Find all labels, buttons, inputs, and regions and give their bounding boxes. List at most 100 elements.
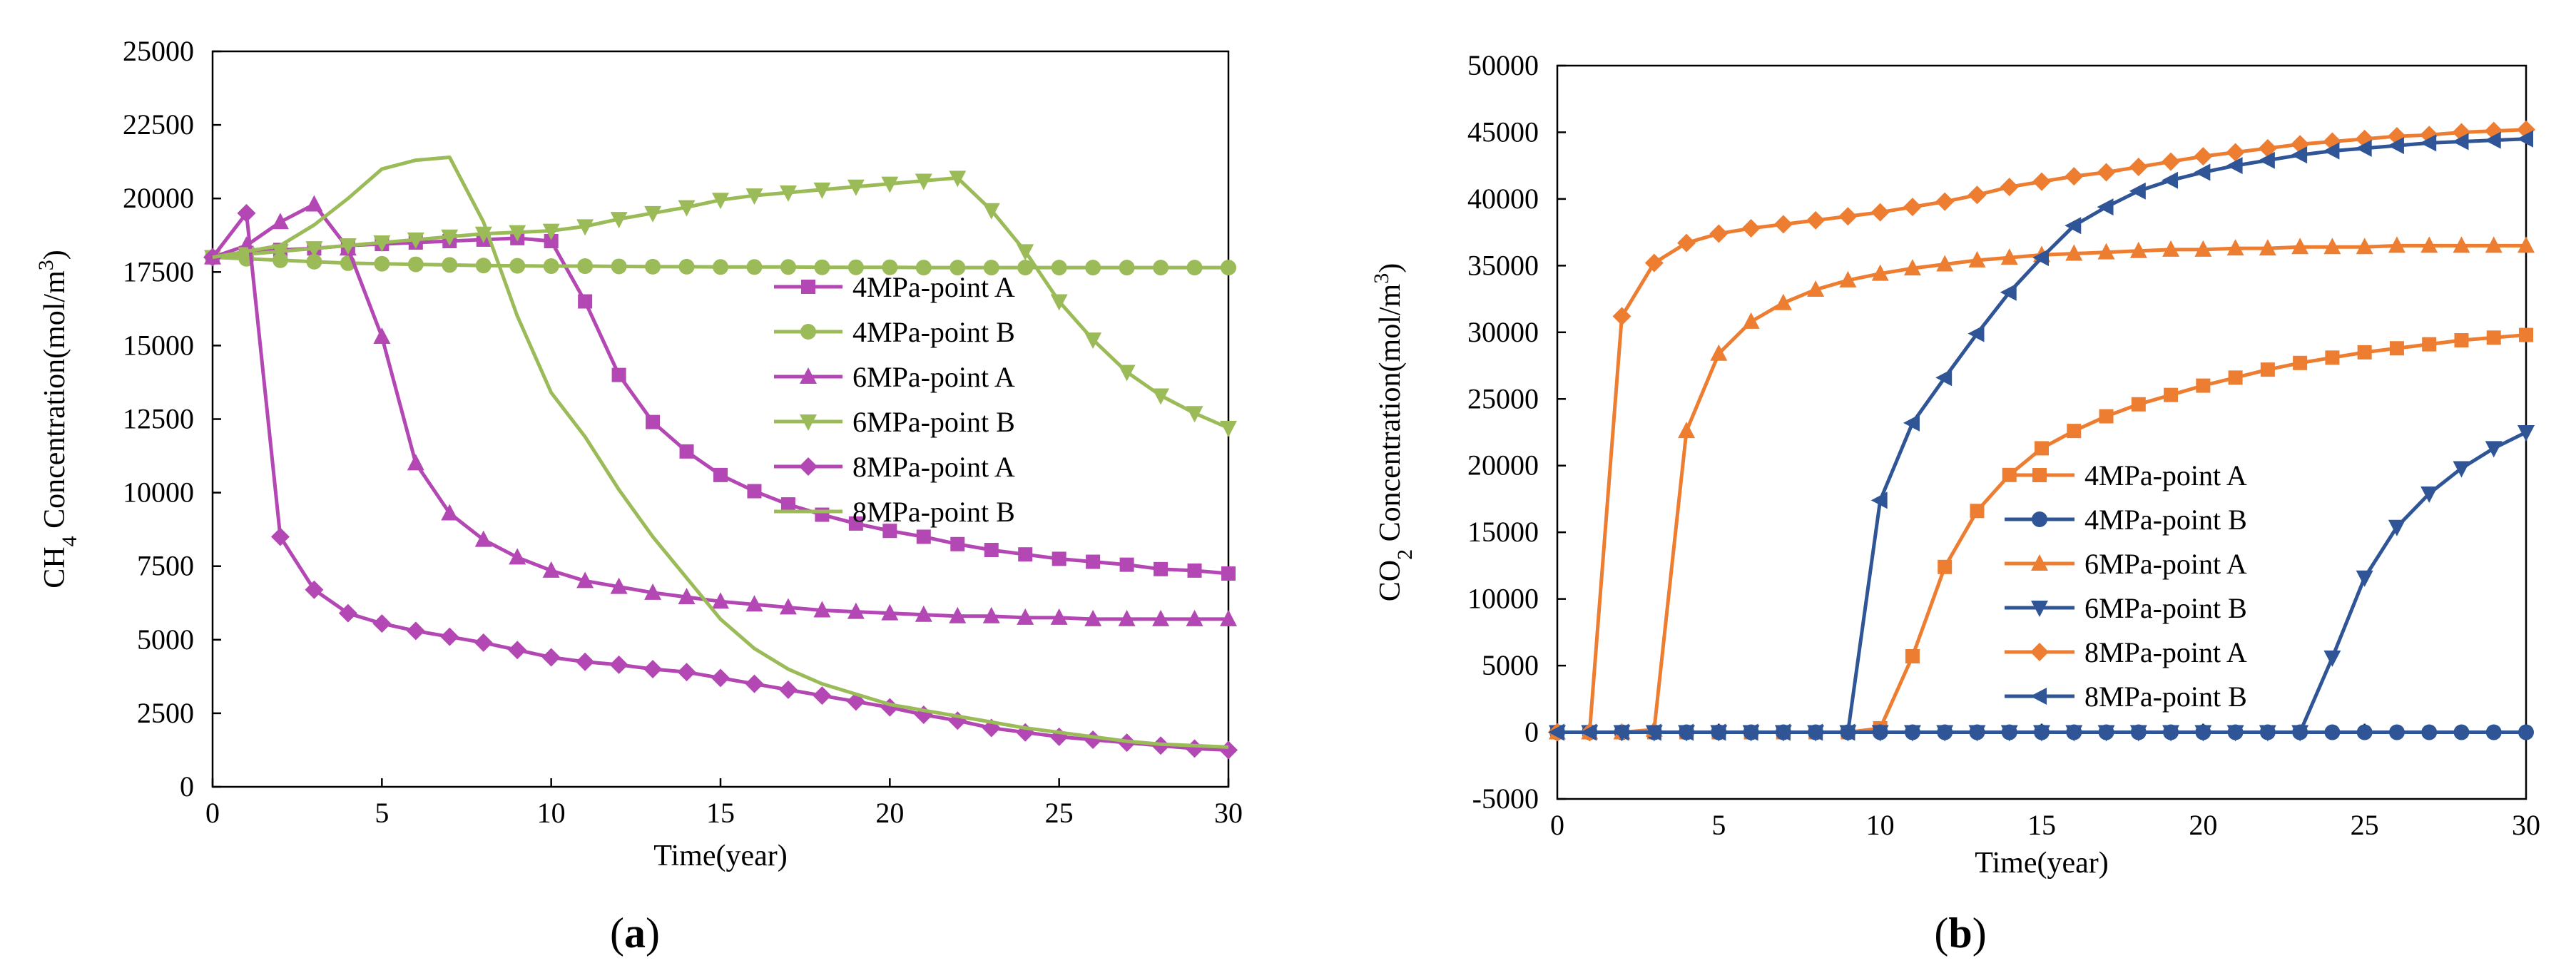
data-point xyxy=(441,504,459,521)
data-point xyxy=(1677,723,1694,741)
legend-label: 6MPa-point A xyxy=(2084,548,2247,580)
legend-swatch-marker xyxy=(800,414,817,431)
x-tick-label: 0 xyxy=(205,797,220,829)
data-point xyxy=(1936,725,1954,742)
data-point xyxy=(984,543,999,558)
data-point xyxy=(1905,649,1920,664)
data-point xyxy=(2356,238,2373,255)
data-point xyxy=(779,185,797,202)
data-point xyxy=(542,223,560,240)
data-point xyxy=(2325,350,2340,365)
data-point xyxy=(1018,547,1033,562)
series-line xyxy=(1557,137,2527,735)
data-point xyxy=(1186,260,1203,276)
data-point xyxy=(1678,422,1696,439)
y-tick-label: 12500 xyxy=(123,403,194,435)
data-point xyxy=(1644,253,1664,272)
data-point xyxy=(2486,330,2501,345)
legend-label: 4MPa-point A xyxy=(2084,459,2247,491)
legend-label: 8MPa-point A xyxy=(852,451,1015,483)
data-point xyxy=(1970,504,1985,519)
data-point xyxy=(509,548,526,565)
data-point xyxy=(543,258,559,275)
data-point xyxy=(2420,236,2438,253)
data-point xyxy=(441,229,459,246)
series-4mpa-point-a xyxy=(1550,327,2533,740)
data-point xyxy=(1220,420,1237,437)
data-point xyxy=(2484,131,2501,149)
data-point xyxy=(1049,727,1069,746)
data-point xyxy=(1185,739,1204,758)
data-point xyxy=(1871,264,1889,281)
data-point xyxy=(1219,740,1238,760)
y-axis-label-part: Concentration(mol/m xyxy=(1374,283,1407,549)
data-point xyxy=(2032,249,2049,267)
data-point xyxy=(1580,723,1597,741)
data-point xyxy=(1968,725,1986,742)
y-tick-label: 50000 xyxy=(1467,49,1539,81)
data-point xyxy=(2258,138,2277,158)
data-point xyxy=(2518,724,2534,740)
data-point xyxy=(780,259,796,275)
data-point xyxy=(1612,723,1629,741)
data-point xyxy=(1084,609,1102,626)
data-point xyxy=(1806,723,1823,741)
data-point xyxy=(2194,147,2213,166)
data-point xyxy=(814,259,830,275)
data-point xyxy=(2420,486,2438,503)
data-point xyxy=(1903,725,1921,742)
data-point xyxy=(338,603,357,623)
data-point xyxy=(1709,723,1726,741)
y-tick-label: 25000 xyxy=(123,35,194,67)
data-point xyxy=(1935,192,1955,211)
data-point xyxy=(678,200,696,217)
x-tick-label: 30 xyxy=(1214,797,1243,829)
y-tick-label: 45000 xyxy=(1467,116,1539,148)
data-point xyxy=(2389,341,2404,356)
x-tick-label: 20 xyxy=(2189,809,2217,841)
data-point xyxy=(2194,240,2212,257)
data-point xyxy=(2097,725,2115,742)
legend: 4MPa-point A 4MPa-point B 6MPa-point A 6MPa… xyxy=(2005,459,2247,713)
data-point xyxy=(2162,725,2180,742)
y-tick-label: 40000 xyxy=(1467,183,1539,215)
legend-swatch-marker xyxy=(799,457,818,476)
data-point xyxy=(747,484,762,499)
y-tick-label: 15000 xyxy=(1467,516,1539,548)
data-point xyxy=(2129,241,2147,258)
y-axis-label-superscript: 3 xyxy=(34,260,58,270)
data-point xyxy=(1967,325,1985,342)
panel-label-paren: ) xyxy=(1972,910,1987,957)
data-point xyxy=(881,603,899,621)
data-point xyxy=(1086,554,1101,569)
data-point xyxy=(2065,244,2083,261)
panel-label-paren: ) xyxy=(646,910,660,957)
data-point xyxy=(2194,163,2211,181)
legend-label: 4MPa-point A xyxy=(852,271,1015,303)
data-point xyxy=(576,571,594,589)
data-point xyxy=(373,327,391,345)
data-point xyxy=(508,641,527,660)
data-point xyxy=(2260,362,2275,377)
data-point xyxy=(509,258,526,274)
data-point xyxy=(847,602,865,619)
data-point xyxy=(2000,725,2018,742)
series-8mpa-point-a xyxy=(203,203,1238,760)
data-point xyxy=(2422,337,2437,352)
data-point xyxy=(2000,283,2017,301)
data-point xyxy=(2259,239,2276,256)
data-point xyxy=(1967,185,1987,205)
data-point xyxy=(746,259,763,275)
data-point xyxy=(1936,255,1954,272)
y-axis-label: CO2 Concentration(mol/m3) xyxy=(1370,263,1417,601)
data-point xyxy=(1186,609,1203,626)
chart-panel-a: 0 2500 5000 7500 10000 12500 15000 17500 20000 22… xyxy=(34,35,1243,957)
y-tick-label: 15000 xyxy=(123,329,194,361)
data-point xyxy=(2293,355,2308,370)
data-point xyxy=(271,213,289,230)
data-point xyxy=(711,668,730,688)
data-point xyxy=(2518,236,2535,253)
data-point xyxy=(2065,725,2083,742)
data-point xyxy=(305,241,323,258)
series-line xyxy=(1557,243,2526,735)
